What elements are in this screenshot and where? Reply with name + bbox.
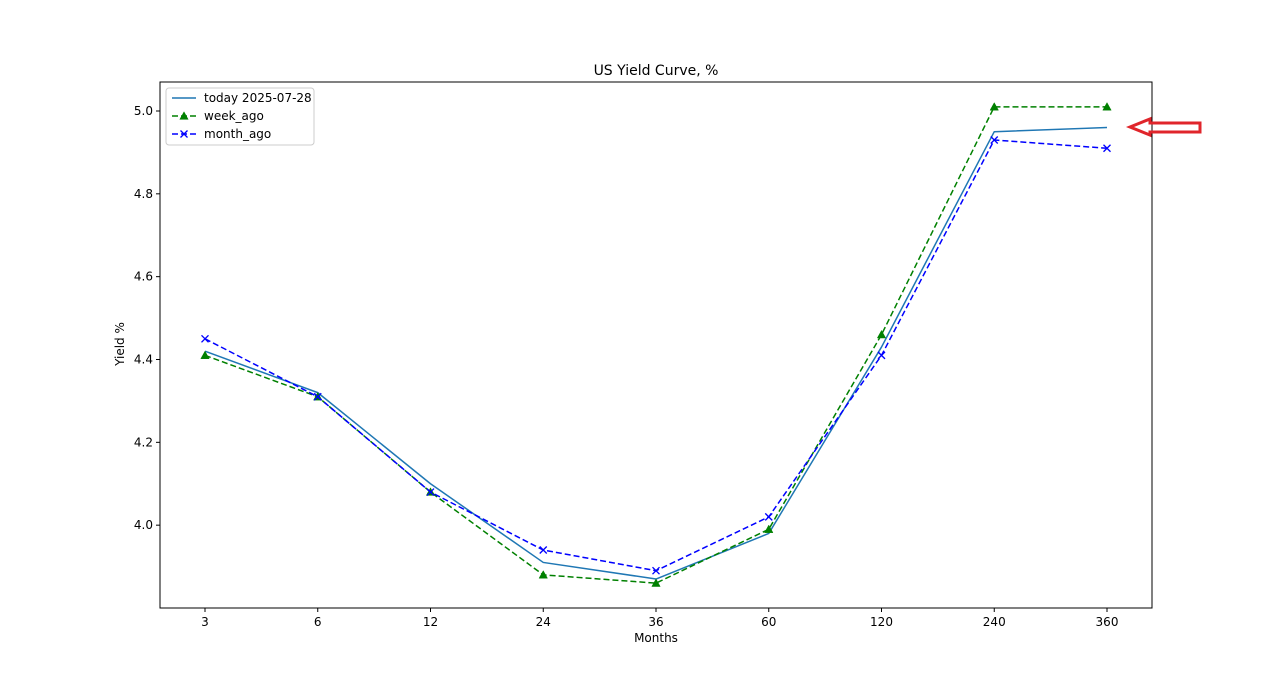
data-point [1102, 102, 1112, 111]
data-point [1103, 144, 1111, 153]
legend-marker [180, 130, 188, 138]
legend-item: month_ago [172, 127, 271, 141]
plot-area-frame [159, 81, 1153, 609]
series-3 [201, 136, 1111, 575]
legend-item: week_ago [172, 109, 264, 123]
data-point [538, 570, 548, 579]
x-tick-label: 60 [761, 615, 776, 629]
annotation-arrow [1125, 116, 1202, 138]
data-point [652, 566, 660, 575]
data-point [539, 546, 548, 554]
y-tick-label: 5.0 [134, 104, 153, 118]
data-point [651, 578, 661, 587]
x-tick-label: 12 [423, 615, 438, 629]
y-axis-title: Yield % [113, 322, 127, 367]
data-point [426, 488, 435, 496]
data-point [200, 350, 210, 359]
y-tick-label: 4.4 [134, 352, 153, 366]
x-tick-label: 240 [983, 615, 1006, 629]
data-point [990, 136, 999, 144]
x-tick-label: 120 [870, 615, 893, 629]
x-tick-label: 24 [536, 615, 551, 629]
chart-title: US Yield Curve, % [594, 63, 719, 79]
y-tick-label: 4.0 [134, 518, 153, 532]
series-line [204, 106, 1107, 584]
x-tick-label: 360 [1096, 615, 1119, 629]
x-tick-label: 6 [314, 615, 322, 629]
data-point [764, 524, 774, 533]
legend-box [165, 87, 315, 146]
x-axis-title: Months [634, 631, 678, 645]
x-tick-label: 3 [201, 615, 209, 629]
data-point [764, 512, 773, 521]
data-point [313, 392, 322, 401]
legend: today 2025-07-28 week_ago month_ago [165, 87, 315, 146]
y-tick-label: 4.2 [134, 435, 153, 449]
legend-label: today 2025-07-28 [204, 91, 312, 105]
y-tick-label: 4.8 [134, 187, 153, 201]
legend-item: today 2025-07-28 [172, 91, 312, 105]
data-point [877, 351, 886, 360]
legend-marker [179, 111, 189, 120]
x-tick-label: 36 [648, 615, 663, 629]
y-tick-label: 4.6 [134, 270, 153, 284]
data-point [876, 329, 887, 339]
legend-label: month_ago [204, 127, 271, 141]
data-point [989, 102, 999, 111]
left-arrow-icon [1125, 116, 1202, 138]
series-layer [200, 102, 1112, 587]
legend-label: week_ago [204, 109, 264, 123]
data-point [201, 334, 209, 343]
